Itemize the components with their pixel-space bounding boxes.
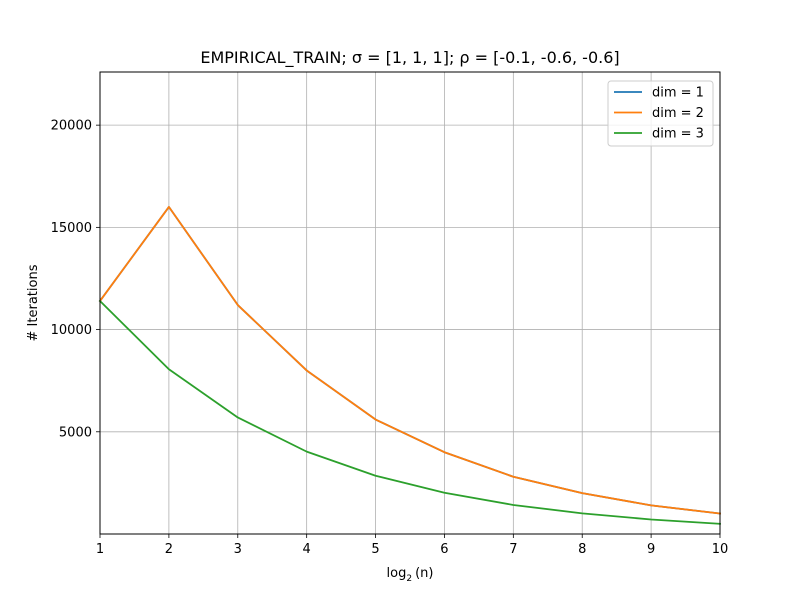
plot-frame	[99, 71, 721, 535]
y-axis-label: # Iterations	[26, 264, 41, 341]
y-tick-label: 20000	[51, 119, 92, 134]
x-axis-label-subscript: 2	[406, 574, 412, 584]
x-tick-label: 9	[647, 542, 655, 557]
legend-label-dim-1: dim = 1	[652, 86, 704, 101]
plot-area	[100, 72, 720, 534]
series-line-dim-3	[98, 299, 721, 525]
x-tick-label: 3	[234, 542, 242, 557]
x-tick-label: 10	[712, 542, 729, 557]
legend: dim = 1 dim = 2 dim = 3	[607, 80, 714, 147]
x-axis-label-argument: (n)	[415, 566, 433, 581]
series-line-dim-2	[98, 206, 721, 515]
x-axis-label-log: log	[387, 566, 407, 581]
grid	[99, 72, 721, 534]
x-tick-label: 8	[578, 542, 586, 557]
x-tick-label: 1	[96, 542, 104, 557]
series-lines	[98, 206, 721, 525]
x-tick-label: 2	[165, 542, 173, 557]
x-tick-label: 7	[509, 542, 517, 557]
legend-label-dim-3: dim = 3	[652, 127, 704, 142]
x-tick-label: 6	[440, 542, 448, 557]
y-tick-label: 5000	[59, 425, 92, 440]
y-tick-label: 15000	[51, 221, 92, 236]
x-tick-label: 4	[303, 542, 311, 557]
y-tick-label: 10000	[51, 323, 92, 338]
ticks: 1 2 3 4 5 6 7 8 9 10 5000 10000 15000 20000	[51, 119, 729, 557]
x-tick-label: 5	[371, 542, 379, 557]
chart-title: EMPIRICAL_TRAIN; σ = [1, 1, 1]; ρ = [-0.…	[200, 48, 619, 68]
legend-label-dim-2: dim = 2	[652, 106, 704, 121]
x-axis-label: log2 (n)	[387, 566, 434, 584]
legend-box	[607, 80, 714, 147]
